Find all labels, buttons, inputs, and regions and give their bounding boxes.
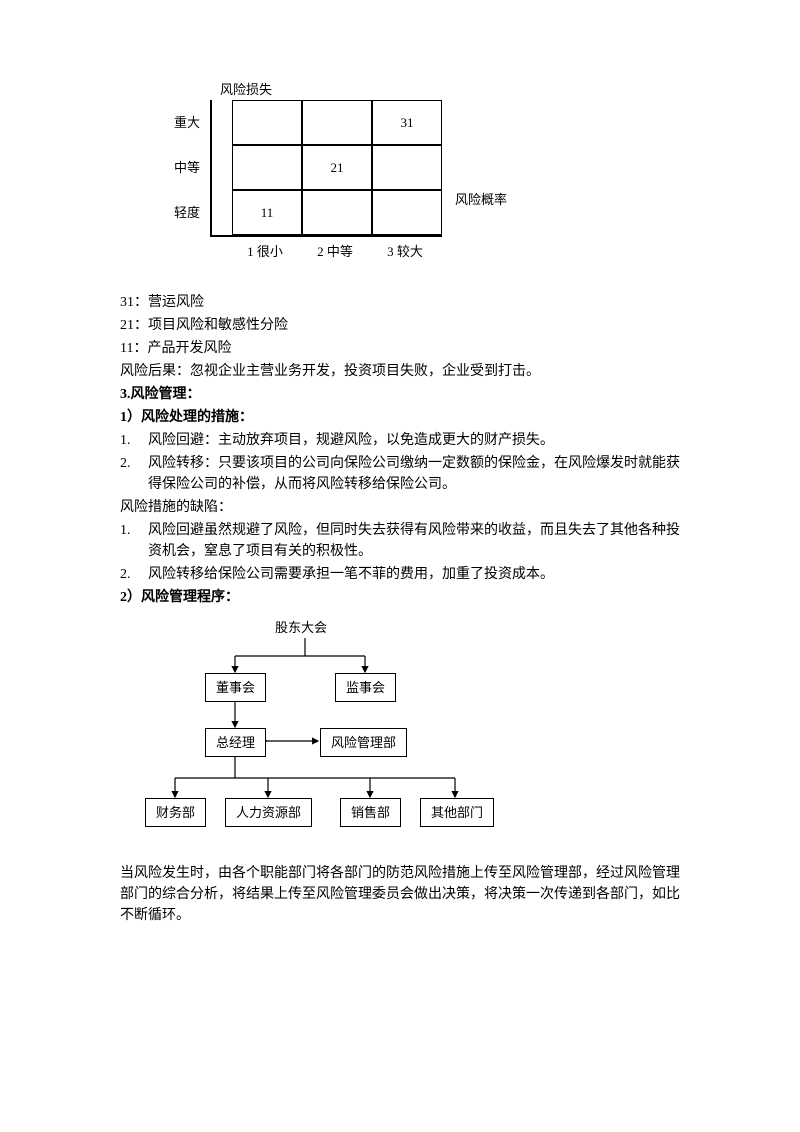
cell-1-2	[372, 145, 442, 190]
defect-2: 2. 风险转移给保险公司需要承担一笔不菲的费用，加重了投资成本。	[120, 564, 680, 585]
x-axis-label: 风险概率	[455, 190, 507, 210]
org-chart: 股东大会 董事会 监事会 总经理 风险管理部 财务部 人力资源部 销售部 其他部…	[140, 618, 680, 848]
col-labels: 1 很小 2 中等 3 较大	[230, 242, 680, 262]
consequence: 风险后果：忽视企业主营业务开发，投资项目失败，企业受到打击。	[120, 361, 680, 382]
measure-2-text: 风险转移：只要该项目的公司向保险公司缴纳一定数额的保险金，在风险爆发时就能获得保…	[148, 453, 680, 495]
defect-1: 1. 风险回避虽然规避了风险，但同时失去获得有风险带来的收益，而且失去了其他各种…	[120, 520, 680, 562]
cell-1-1: 21	[302, 145, 372, 190]
s2-title: 2）风险管理程序：	[120, 587, 680, 608]
section3-title: 3.风险管理：	[120, 384, 680, 405]
cell-2-0: 11	[232, 190, 302, 235]
matrix-grid: 31 21 11	[232, 100, 442, 235]
measure-1-num: 1.	[120, 430, 148, 451]
cell-2-1	[302, 190, 372, 235]
node-risk: 风险管理部	[320, 728, 407, 758]
defect-1-num: 1.	[120, 520, 148, 562]
node-hr: 人力资源部	[225, 798, 312, 828]
row-labels: 重大 中等 轻度	[150, 100, 200, 235]
body-text: 31：营运风险 21：项目风险和敏感性分险 11：产品开发风险 风险后果：忽视企…	[120, 292, 680, 608]
risk-matrix-chart: 风险损失 风险概率 重大 中等 轻度 31 21 11 1 很小 2 中等 3 …	[150, 100, 680, 262]
row-label-0: 重大	[150, 100, 200, 145]
row-label-2: 轻度	[150, 190, 200, 235]
defect-1-text: 风险回避虽然规避了风险，但同时失去获得有风险带来的收益，而且失去了其他各种投资机…	[148, 520, 680, 562]
defect-2-text: 风险转移给保险公司需要承担一笔不菲的费用，加重了投资成本。	[148, 564, 680, 585]
node-board: 董事会	[205, 673, 266, 703]
col-label-1: 2 中等	[300, 242, 370, 262]
closing-paragraph: 当风险发生时，由各个职能部门将各部门的防范风险措施上传至风险管理部，经过风险管理…	[120, 863, 680, 926]
cell-2-2	[372, 190, 442, 235]
col-label-0: 1 很小	[230, 242, 300, 262]
node-gm: 总经理	[205, 728, 266, 758]
s1-title: 1）风险处理的措施：	[120, 407, 680, 428]
defect-2-num: 2.	[120, 564, 148, 585]
row-label-1: 中等	[150, 145, 200, 190]
matrix-axis: 31 21 11	[210, 100, 442, 237]
legend-31: 31：营运风险	[120, 292, 680, 313]
measure-1: 1. 风险回避：主动放弃项目，规避风险，以免造成更大的财产损失。	[120, 430, 680, 451]
cell-0-1	[302, 100, 372, 145]
node-shareholders: 股东大会	[275, 618, 327, 638]
legend-21: 21：项目风险和敏感性分险	[120, 315, 680, 336]
cell-0-0	[232, 100, 302, 145]
measure-1-text: 风险回避：主动放弃项目，规避风险，以免造成更大的财产损失。	[148, 430, 680, 451]
legend-11: 11：产品开发风险	[120, 338, 680, 359]
col-label-2: 3 较大	[370, 242, 440, 262]
measure-2-num: 2.	[120, 453, 148, 495]
node-other: 其他部门	[420, 798, 494, 828]
cell-1-0	[232, 145, 302, 190]
node-sales: 销售部	[340, 798, 401, 828]
defects-title: 风险措施的缺陷：	[120, 497, 680, 518]
measure-2: 2. 风险转移：只要该项目的公司向保险公司缴纳一定数额的保险金，在风险爆发时就能…	[120, 453, 680, 495]
y-axis-label: 风险损失	[220, 80, 272, 100]
node-finance: 财务部	[145, 798, 206, 828]
cell-0-2: 31	[372, 100, 442, 145]
node-supervisor: 监事会	[335, 673, 396, 703]
